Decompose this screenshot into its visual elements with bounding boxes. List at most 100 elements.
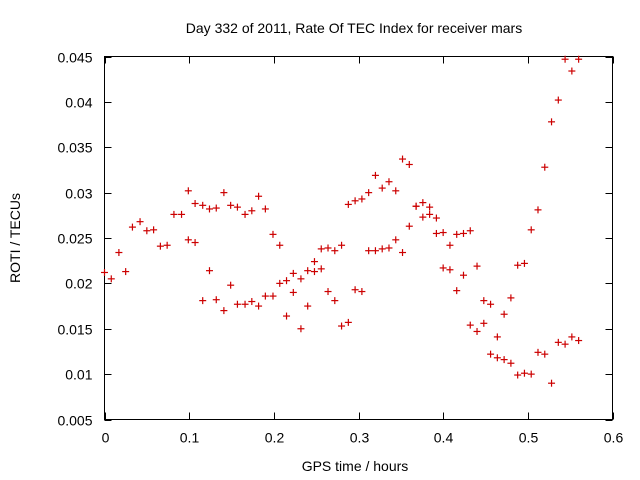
y-tick-label: 0.035 <box>57 140 92 156</box>
data-point <box>241 210 249 218</box>
data-point <box>412 202 420 210</box>
x-tick-label: 0.2 <box>265 430 285 446</box>
data-point <box>261 205 269 213</box>
data-point <box>163 241 171 249</box>
data-point <box>150 226 158 234</box>
data-point <box>115 249 123 257</box>
data-point <box>248 207 256 215</box>
data-point <box>358 195 366 203</box>
x-axis-label: GPS time / hours <box>302 458 409 474</box>
data-point <box>351 286 359 294</box>
data-point <box>324 288 332 296</box>
data-point <box>205 205 213 213</box>
data-point <box>338 322 346 330</box>
data-point <box>473 262 481 270</box>
data-point <box>453 230 461 238</box>
plot-frame <box>104 56 613 420</box>
data-point <box>548 379 556 387</box>
data-point <box>233 203 241 211</box>
data-point <box>248 298 256 306</box>
data-point <box>399 249 407 257</box>
data-point <box>283 312 291 320</box>
data-point <box>575 337 583 345</box>
data-point <box>371 247 379 255</box>
data-point <box>227 281 235 289</box>
data-point <box>466 321 474 329</box>
data-point <box>136 218 144 226</box>
x-tick-label: 0.5 <box>519 430 539 446</box>
data-point <box>331 297 339 305</box>
data-point <box>199 201 207 209</box>
data-point <box>317 265 325 273</box>
data-point <box>276 241 284 249</box>
data-point <box>297 275 305 283</box>
data-point <box>439 229 447 237</box>
data-point <box>310 258 318 266</box>
data-point <box>480 297 488 305</box>
data-point <box>170 210 178 218</box>
data-point <box>205 267 213 275</box>
data-point <box>520 369 528 377</box>
data-point <box>534 348 542 356</box>
data-point <box>439 264 447 272</box>
data-point <box>561 55 569 63</box>
data-point <box>107 275 115 283</box>
data-point <box>289 269 297 277</box>
data-point <box>324 244 332 252</box>
data-point <box>233 300 241 308</box>
data-point <box>392 236 400 244</box>
y-tick-label: 0.045 <box>57 50 92 66</box>
data-point <box>426 210 434 218</box>
y-tick-label: 0.04 <box>65 95 92 111</box>
data-point <box>507 359 515 367</box>
data-point <box>500 356 508 364</box>
data-point <box>338 241 346 249</box>
data-point <box>128 223 136 231</box>
data-point <box>568 67 576 75</box>
data-point <box>378 184 386 192</box>
data-point <box>527 370 535 378</box>
data-point <box>304 302 312 310</box>
data-point <box>520 259 528 267</box>
data-point <box>459 229 467 237</box>
data-point <box>365 247 373 255</box>
data-point <box>358 288 366 296</box>
y-tick-label: 0.03 <box>65 186 92 202</box>
data-point <box>392 187 400 195</box>
data-point <box>365 189 373 197</box>
x-axis: 0 0.1 0.2 0.3 0.4 0.5 0.6 <box>102 56 623 446</box>
data-point <box>500 310 508 318</box>
data-point <box>184 236 192 244</box>
data-point <box>331 247 339 255</box>
data-point <box>220 307 228 315</box>
data-point <box>487 300 495 308</box>
data-point <box>527 226 535 234</box>
data-point <box>184 187 192 195</box>
data-point <box>220 189 228 197</box>
data-point <box>276 279 284 287</box>
data-point <box>446 241 454 249</box>
y-tick-label: 0.015 <box>57 322 92 338</box>
data-point <box>405 222 413 230</box>
data-point <box>432 214 440 222</box>
data-point <box>122 268 130 276</box>
data-point <box>534 206 542 214</box>
data-point <box>385 244 393 252</box>
data-point <box>317 245 325 253</box>
y-tick-label: 0.02 <box>65 276 92 292</box>
data-point <box>541 350 549 358</box>
data-point <box>554 338 562 346</box>
data-point <box>575 55 583 63</box>
data-point <box>466 227 474 235</box>
data-point <box>269 230 277 238</box>
data-point <box>101 268 108 276</box>
data-point <box>212 204 220 212</box>
data-point <box>297 325 305 333</box>
data-point <box>507 294 515 302</box>
data-point <box>568 333 576 341</box>
data-point <box>344 200 352 208</box>
data-point <box>514 261 522 269</box>
data-point <box>191 239 199 247</box>
data-point <box>227 201 235 209</box>
